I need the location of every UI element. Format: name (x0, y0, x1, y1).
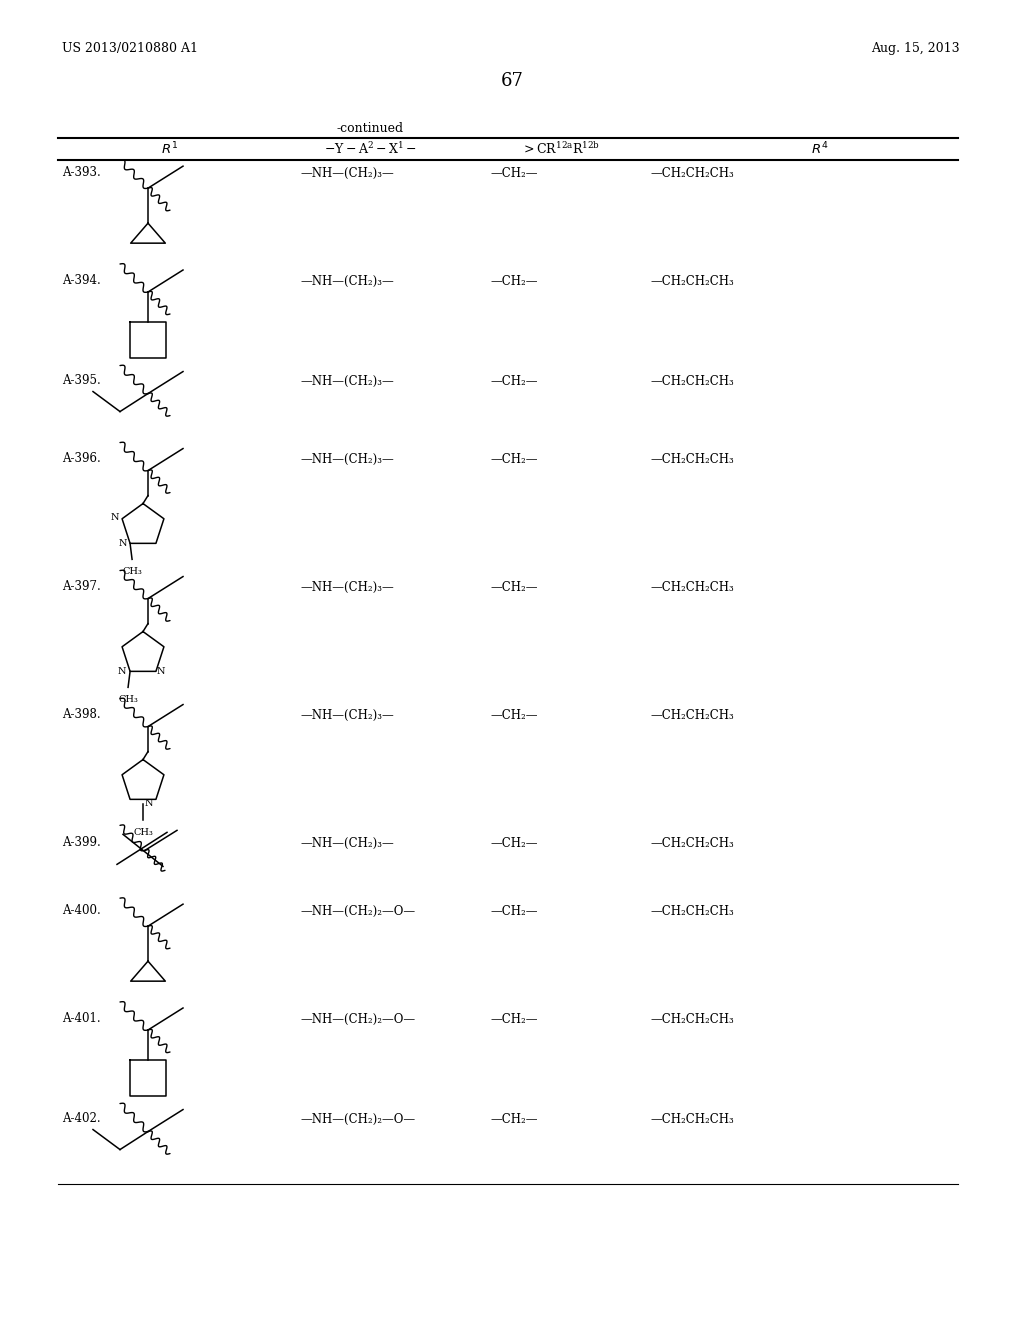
Text: —CH₂—: —CH₂— (490, 275, 538, 288)
Text: N: N (157, 667, 166, 676)
Text: CH₃: CH₃ (122, 568, 142, 577)
Text: —NH—(CH₂)₂—O—: —NH—(CH₂)₂—O— (300, 906, 415, 917)
Text: —CH₂CH₂CH₃: —CH₂CH₂CH₃ (650, 709, 734, 722)
Text: —CH₂CH₂CH₃: —CH₂CH₂CH₃ (650, 581, 734, 594)
Text: Aug. 15, 2013: Aug. 15, 2013 (871, 42, 961, 55)
Text: US 2013/0210880 A1: US 2013/0210880 A1 (62, 42, 198, 55)
Text: —CH₂—: —CH₂— (490, 906, 538, 917)
Text: CH₃: CH₃ (118, 696, 138, 705)
Text: —NH—(CH₂)₃—: —NH—(CH₂)₃— (300, 453, 394, 466)
Text: —NH—(CH₂)₃—: —NH—(CH₂)₃— (300, 375, 394, 388)
Text: A-398.: A-398. (62, 708, 100, 721)
Text: —NH—(CH₂)₃—: —NH—(CH₂)₃— (300, 709, 394, 722)
Text: —NH—(CH₂)₃—: —NH—(CH₂)₃— (300, 275, 394, 288)
Text: —CH₂—: —CH₂— (490, 1113, 538, 1126)
Text: —NH—(CH₂)₃—: —NH—(CH₂)₃— (300, 168, 394, 180)
Text: N: N (145, 799, 154, 808)
Text: —CH₂—: —CH₂— (490, 168, 538, 180)
Text: —CH₂—: —CH₂— (490, 837, 538, 850)
Text: A-400.: A-400. (62, 904, 100, 917)
Text: N: N (118, 667, 126, 676)
Text: —CH₂CH₂CH₃: —CH₂CH₂CH₃ (650, 1012, 734, 1026)
Text: —NH—(CH₂)₃—: —NH—(CH₂)₃— (300, 837, 394, 850)
Text: —CH₂CH₂CH₃: —CH₂CH₂CH₃ (650, 906, 734, 917)
Text: A-395.: A-395. (62, 374, 100, 387)
Text: —NH—(CH₂)₂—O—: —NH—(CH₂)₂—O— (300, 1012, 415, 1026)
Text: N: N (111, 513, 119, 523)
Text: $\mathregular{>CR^{12a}R^{12b}}$: $\mathregular{>CR^{12a}R^{12b}}$ (520, 141, 599, 157)
Text: —CH₂CH₂CH₃: —CH₂CH₂CH₃ (650, 837, 734, 850)
Text: A-396.: A-396. (62, 451, 100, 465)
Text: CH₃: CH₃ (133, 828, 153, 837)
Text: A-402.: A-402. (62, 1111, 100, 1125)
Text: —CH₂CH₂CH₃: —CH₂CH₂CH₃ (650, 1113, 734, 1126)
Text: —CH₂CH₂CH₃: —CH₂CH₂CH₃ (650, 275, 734, 288)
Text: $R^1$: $R^1$ (162, 141, 178, 157)
Text: —CH₂—: —CH₂— (490, 1012, 538, 1026)
Text: —CH₂CH₂CH₃: —CH₂CH₂CH₃ (650, 375, 734, 388)
Text: —CH₂—: —CH₂— (490, 709, 538, 722)
Text: A-399.: A-399. (62, 836, 100, 849)
Text: 67: 67 (501, 73, 523, 90)
Text: A-397.: A-397. (62, 579, 100, 593)
Text: A-401.: A-401. (62, 1012, 100, 1026)
Text: A-394.: A-394. (62, 275, 100, 286)
Text: —CH₂—: —CH₂— (490, 375, 538, 388)
Text: A-393.: A-393. (62, 166, 100, 180)
Text: N: N (119, 539, 127, 548)
Text: $\mathregular{-Y-A^2-X^1-}$: $\mathregular{-Y-A^2-X^1-}$ (324, 141, 417, 157)
Text: —CH₂—: —CH₂— (490, 453, 538, 466)
Text: —CH₂CH₂CH₃: —CH₂CH₂CH₃ (650, 453, 734, 466)
Text: —CH₂—: —CH₂— (490, 581, 538, 594)
Text: —CH₂CH₂CH₃: —CH₂CH₂CH₃ (650, 168, 734, 180)
Text: $R^4$: $R^4$ (811, 141, 828, 157)
Text: —NH—(CH₂)₂—O—: —NH—(CH₂)₂—O— (300, 1113, 415, 1126)
Text: —NH—(CH₂)₃—: —NH—(CH₂)₃— (300, 581, 394, 594)
Text: -continued: -continued (337, 121, 403, 135)
